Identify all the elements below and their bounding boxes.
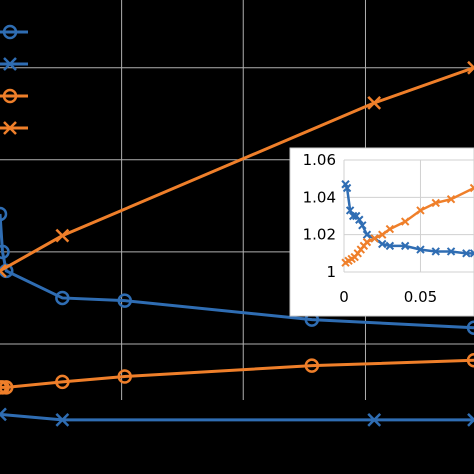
main-series-3-point (304, 358, 320, 373)
legend-marker (2, 24, 18, 40)
main-series-3-point (0, 380, 14, 395)
inset-series-2-point (446, 194, 456, 204)
main-series-1-point (0, 206, 8, 222)
inset-series-group (341, 180, 474, 267)
main-series-2 (0, 407, 474, 427)
inset-series-1-point (400, 241, 410, 251)
inset-series-1-point (385, 241, 395, 251)
legend-marker (3, 57, 17, 71)
legend-entry-2 (0, 57, 28, 71)
inset-series-1-point (355, 215, 364, 224)
main-series-1-point (117, 293, 132, 308)
main-series-4-point (367, 96, 382, 110)
inset-x-tick-label: 0 (339, 288, 349, 306)
inset-series-1-point (345, 206, 355, 215)
inset-series-1-point (469, 249, 474, 258)
main-series-2-line (0, 412, 474, 422)
main-series-3-point (0, 380, 8, 395)
inset-series-2-point (378, 230, 387, 239)
inset-series-2-point (370, 234, 379, 243)
inset-series-1-point (362, 230, 372, 239)
inset-series-1-point (431, 247, 440, 256)
legend-entry-4 (0, 121, 28, 135)
legend-entry-1 (0, 24, 28, 40)
main-series-3-point (117, 369, 132, 384)
legend-marker (2, 88, 18, 104)
inset-tick-labels: 1 1.02 1.04 1.06 0 0.05 (303, 151, 438, 306)
legend-marker (3, 121, 17, 135)
inset-series-2-point (400, 217, 410, 226)
inset-series-2 (341, 183, 474, 267)
main-series-4 (0, 60, 474, 278)
inset-panel (289, 147, 474, 317)
inset-series-1-point (358, 221, 367, 230)
legend (0, 24, 28, 135)
main-series-1-point (55, 290, 70, 306)
main-series-2-point (467, 412, 474, 427)
main-series-4-point (0, 263, 7, 278)
main-series-3-point (55, 374, 70, 390)
inset-series-1-point (378, 239, 387, 249)
legend-entry-3 (0, 88, 28, 104)
main-series-4-line (0, 66, 474, 273)
main-series-2-point (367, 412, 382, 427)
inset-series-1-point (462, 249, 471, 258)
main-series-3 (0, 352, 474, 395)
main-series-3-point (466, 352, 474, 368)
inset-series-1-point (342, 183, 352, 193)
inset-y-tick-label: 1 (326, 263, 336, 281)
inset-y-tick-label: 1.02 (303, 226, 336, 244)
main-series-1-point (466, 320, 474, 335)
inset-series-2-point (469, 183, 474, 193)
main-series-1-point (0, 244, 10, 260)
main-series-group (0, 60, 474, 427)
main-series-1-line (0, 213, 474, 330)
inset-series-2-point (362, 237, 372, 247)
inset-x-tick-label: 0.05 (404, 288, 437, 306)
inset-series-2-point (385, 224, 395, 234)
main-series-3-line (0, 358, 474, 389)
inset-series-1-point (416, 245, 425, 254)
inset-series-1-point (446, 247, 456, 256)
main-series-2-point (55, 412, 70, 427)
inset-y-tick-label: 1.06 (303, 151, 336, 169)
inset-series-1-point (348, 211, 358, 221)
main-series-4-point (55, 228, 70, 243)
main-series-4-point (467, 60, 474, 75)
inset-series-2-point (431, 198, 440, 208)
inset-y-tick-label: 1.04 (303, 188, 336, 206)
inset-series-2-point (416, 206, 425, 215)
main-series-2-point (0, 407, 7, 422)
